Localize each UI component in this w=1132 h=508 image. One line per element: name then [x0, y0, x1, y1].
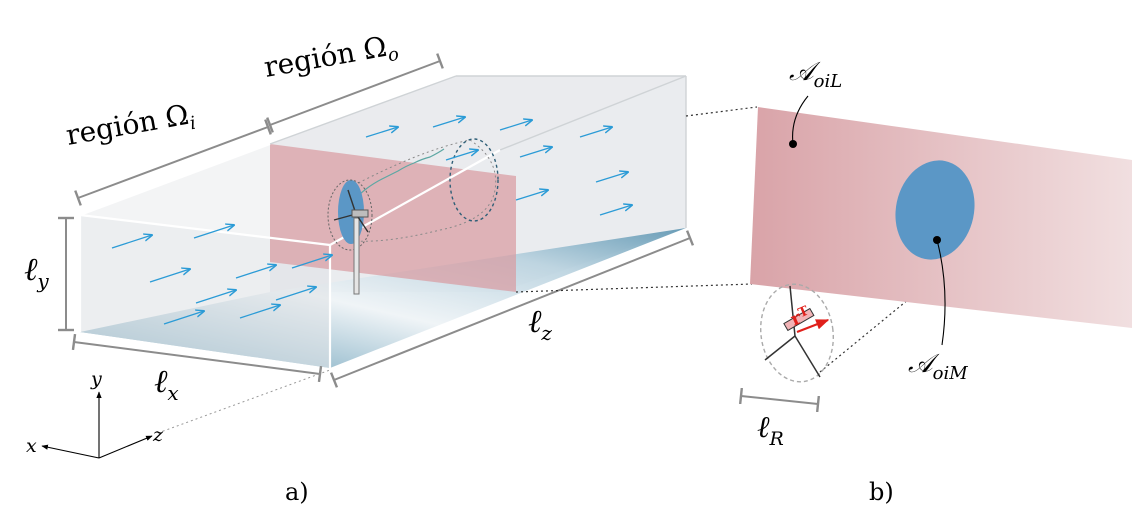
dimension-lines [58, 53, 695, 388]
flow-arrow [195, 290, 236, 304]
panel-b: 𝒜oiL 𝒜oiM ℓR rT b) [738, 57, 1132, 506]
box-left-face [80, 215, 330, 368]
z-axis-extension [157, 369, 331, 434]
caption-b: b) [869, 478, 894, 506]
flow-arrow [235, 265, 276, 279]
flow-arrow [239, 305, 280, 319]
leader-dot-M [933, 236, 941, 244]
dim-region-i [74, 119, 272, 206]
ell-y-label: ℓy [24, 250, 49, 293]
axis-x-line [41, 444, 100, 459]
turbine-nacelle [351, 209, 369, 218]
blade-detail [764, 285, 821, 378]
r-t-vector [796, 318, 830, 334]
flow-arrow [499, 120, 532, 131]
dim-ell-z [329, 230, 695, 388]
region-o-label: región Ωo [261, 28, 400, 88]
axis-z-label: z [152, 424, 164, 446]
dim-region-o [266, 53, 444, 133]
flow-arrow [519, 147, 552, 158]
leader-dot-L [789, 140, 797, 148]
caption-a: a) [285, 478, 309, 506]
leader-area-L [792, 95, 809, 145]
dim-ell-R [738, 387, 821, 413]
turbine-tower [353, 217, 360, 295]
ell-R-label: ℓR [757, 410, 784, 450]
region-i-label: región Ωi [63, 97, 197, 156]
axis-y-label: y [90, 368, 102, 390]
flow-arrow [445, 150, 478, 161]
dim-ell-x [71, 333, 323, 383]
flow-arrow [275, 287, 316, 301]
flow-arrow [163, 311, 204, 325]
zoom-connectors [515, 106, 977, 373]
coordinate-axes [41, 391, 153, 459]
flow-arrow [149, 269, 190, 283]
axis-z-line [98, 435, 153, 459]
blade-element [783, 307, 815, 332]
flow-arrow [579, 127, 612, 138]
flow-arrow [111, 235, 152, 249]
leader-area-M [936, 239, 946, 346]
wake-vortex-line [349, 148, 445, 206]
area-M-label: 𝒜oiM [908, 349, 968, 384]
flow-arrow [193, 225, 234, 239]
area-L-label: 𝒜oiL [789, 57, 842, 92]
panel-a: región Ωi región Ωo ℓy ℓx ℓz y x z a) [24, 28, 695, 506]
flow-arrow [515, 190, 548, 201]
ell-z-label: ℓz [528, 302, 552, 345]
axis-x-label: x [26, 435, 37, 457]
rotor-disk-detail [895, 160, 975, 260]
ell-x-label: ℓx [154, 362, 179, 405]
flow-arrow [599, 205, 632, 216]
flow-arrow [291, 255, 332, 269]
wake-section-ellipse [449, 138, 499, 222]
blade-swept-circle [760, 283, 834, 383]
flow-arrow [595, 172, 628, 183]
